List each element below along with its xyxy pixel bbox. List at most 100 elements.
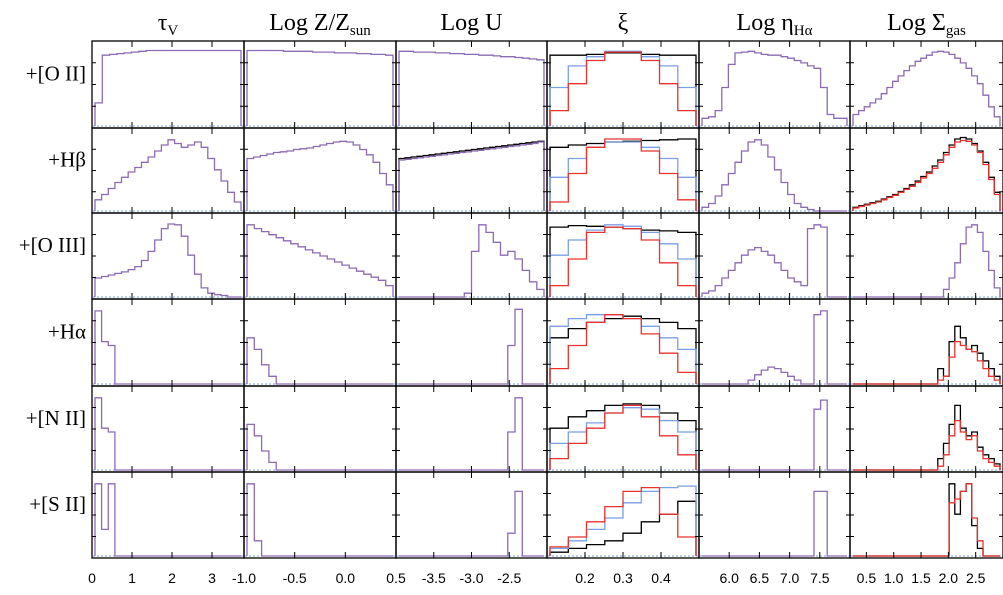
panel-frame-r1-c5	[849, 127, 1003, 214]
histogram-series-purple	[701, 224, 847, 298]
histogram-series-red	[549, 486, 697, 556]
histogram-series-purple	[246, 140, 394, 211]
x-tick-label: -0.5	[283, 570, 307, 586]
x-tick-label: 0.4	[651, 570, 671, 586]
x-tick-label: 0.3	[613, 570, 633, 586]
histogram-series-purple	[701, 50, 848, 126]
column-title-main: Log U	[441, 10, 503, 36]
panel-frame-r4-c2	[395, 385, 548, 473]
column-title-logeta: Log ηHα	[737, 10, 813, 39]
histogram-series-black	[549, 52, 697, 126]
x-tick-label: 2.5	[966, 570, 986, 586]
column-title-xi: ξ	[618, 10, 629, 36]
histogram-series-purple	[246, 337, 393, 385]
column-title-sub: sun	[350, 23, 371, 39]
x-tick-label: 7.0	[780, 570, 800, 586]
histogram-series-purple	[246, 224, 394, 297]
column-title-main: Log η	[737, 10, 794, 36]
x-tick-label: 6.0	[719, 570, 739, 586]
histogram-series-black	[549, 315, 697, 384]
x-tick-label: 0.2	[575, 570, 595, 586]
x-tick-label: -3.5	[422, 570, 446, 586]
column-title-main: Log Z/Z	[269, 10, 350, 36]
histogram-series-purple	[853, 224, 1001, 298]
row-label-2: +[O III]	[19, 233, 86, 257]
histogram-series-blue	[549, 314, 697, 384]
x-tick-label: 0	[88, 570, 96, 586]
histogram-series-red	[549, 226, 697, 297]
histogram-series-purple	[398, 50, 545, 126]
histogram-series-purple	[399, 490, 544, 557]
column-title-logsigma: Log Σgas	[887, 10, 966, 39]
panel-frame-r2-c5	[849, 212, 1003, 300]
panel-frame-r4-c5	[849, 385, 1003, 473]
histogram-series-purple	[94, 483, 241, 557]
histogram-series-purple	[246, 423, 393, 471]
histogram-series-red	[853, 340, 1001, 385]
histogram-series-red	[852, 139, 1001, 211]
histogram-series-purple	[701, 139, 847, 212]
histogram-series-purple	[702, 310, 847, 385]
x-tick-label: -2.5	[497, 570, 521, 586]
histogram-series-red	[549, 314, 697, 384]
column-title-tau: τV	[158, 10, 179, 39]
column-title-main: Log Σ	[887, 10, 946, 36]
histogram-series-red	[853, 483, 1000, 557]
row-label-1: +Hβ	[48, 148, 86, 172]
histogram-series-purple	[399, 224, 545, 298]
x-tick-label: 1.5	[911, 570, 931, 586]
histogram-series-red	[549, 404, 697, 470]
histogram-series-purple	[246, 49, 394, 126]
histogram-series-black	[398, 140, 545, 211]
x-tick-label: 0.0	[336, 570, 356, 586]
histogram-series-purple	[94, 49, 242, 126]
x-tick-label: 3	[208, 570, 216, 586]
panel-frame-r1-c1	[243, 127, 397, 214]
row-label-4: +[N II]	[26, 406, 86, 430]
histogram-series-purple	[94, 310, 241, 385]
panel-frame-r1-c4	[698, 127, 851, 214]
histogram-series-red	[549, 138, 697, 211]
x-tick-label: 1	[128, 570, 136, 586]
histogram-series-purple	[398, 141, 545, 211]
column-title-logZ: Log Z/Zsun	[269, 10, 371, 39]
column-title-main: ξ	[618, 10, 629, 36]
x-tick-label: -3.0	[459, 570, 483, 586]
histogram-series-purple	[94, 139, 242, 211]
histogram-series-blue	[549, 141, 697, 211]
histogram-series-purple	[399, 308, 544, 385]
panel-frame-r3-c5	[849, 298, 1003, 387]
histogram-series-purple	[94, 397, 241, 471]
panel-frame-r5-c1	[243, 471, 397, 559]
histogram-series-red	[549, 51, 697, 126]
panel-frame-r0-c3	[546, 40, 700, 129]
panel-frame-r4-c3	[546, 385, 700, 473]
x-tick-label: 6.5	[750, 570, 770, 586]
column-title-sub: Hα	[794, 23, 813, 39]
histogram-series-purple	[94, 223, 241, 298]
row-label-3: +Hα	[48, 320, 86, 344]
histogram-series-black	[549, 403, 697, 470]
histogram-series-purple	[702, 399, 847, 471]
panel-frame-r4-c1	[243, 385, 397, 473]
panel-frame-r3-c2	[395, 298, 548, 387]
panel-frame-r3-c1	[243, 298, 397, 387]
column-title-sub: gas	[946, 23, 966, 39]
histogram-series-purple	[399, 397, 544, 471]
x-tick-label: -1.0	[232, 570, 256, 586]
histogram-series-purple	[852, 50, 1001, 126]
x-tick-label: 1.0	[884, 570, 904, 586]
column-title-sub: V	[167, 23, 178, 39]
x-tick-label: 7.5	[810, 570, 830, 586]
histogram-series-blue	[549, 50, 697, 126]
x-tick-label: 2	[168, 570, 176, 586]
panel-frame-r5-c2	[395, 471, 548, 559]
histogram-series-black	[549, 224, 697, 297]
column-title-logU: Log U	[441, 10, 503, 36]
row-label-5: +[S II]	[29, 492, 86, 516]
panel-frame-r3-c3	[546, 298, 700, 387]
panel-frame-r0-c5	[849, 40, 1003, 129]
panel-frame-r5-c5	[849, 471, 1003, 559]
histogram-series-blue	[549, 224, 697, 297]
column-title-main: τ	[158, 10, 168, 36]
